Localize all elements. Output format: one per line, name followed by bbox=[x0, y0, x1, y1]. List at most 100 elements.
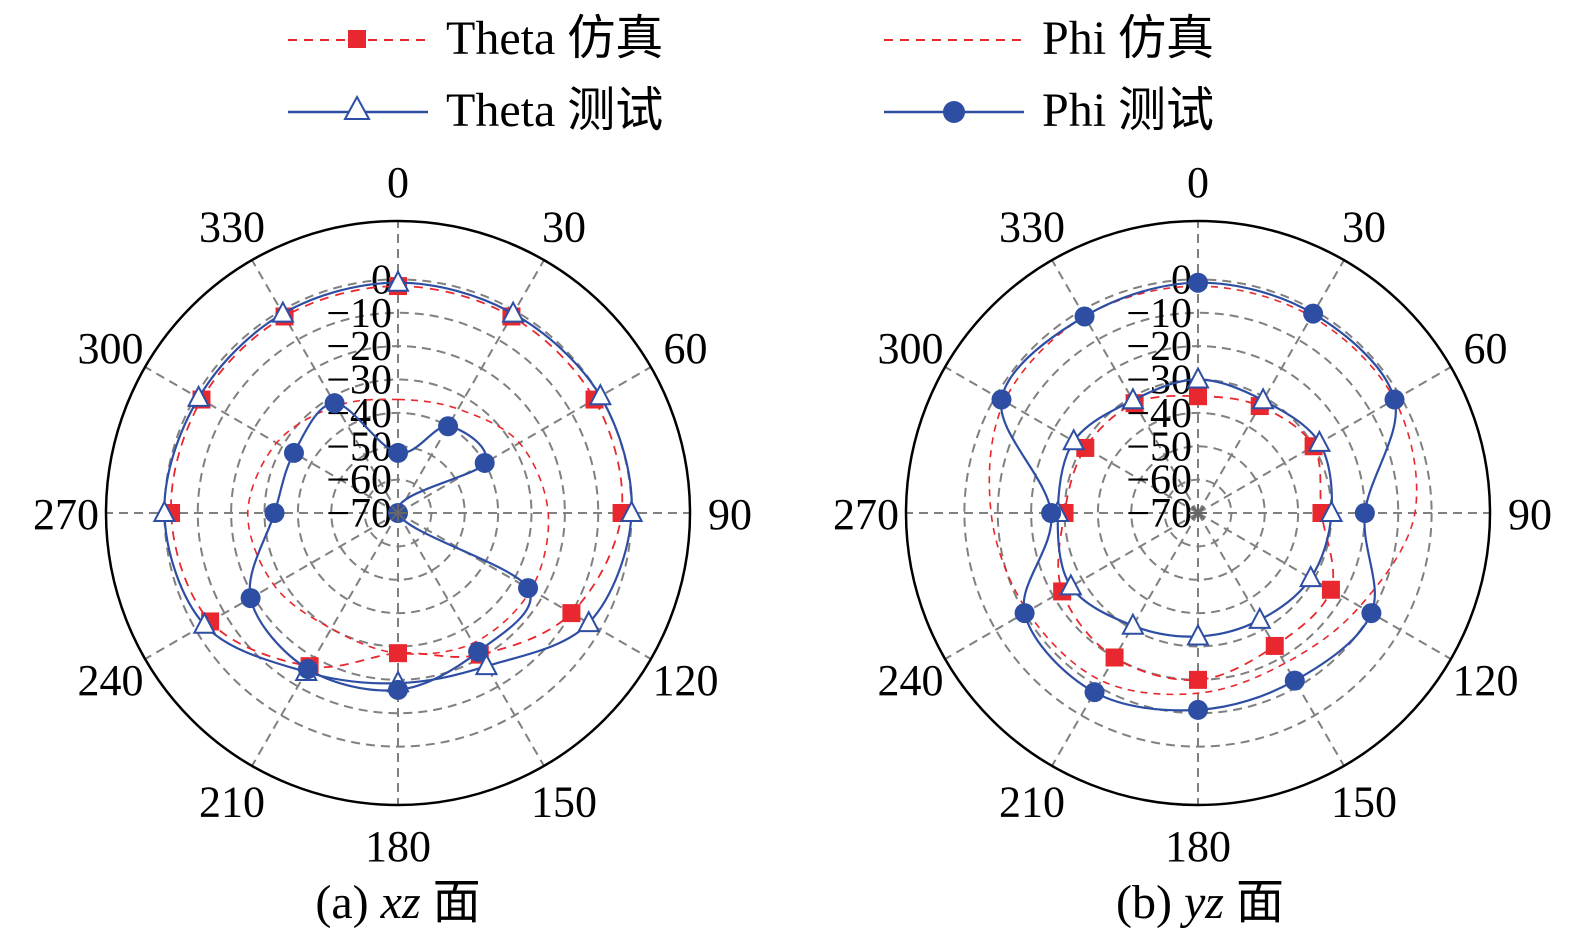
legend-marker-square bbox=[348, 30, 366, 48]
radial-tick-label: −60 bbox=[326, 458, 392, 504]
radial-tick-label: −10 bbox=[326, 291, 392, 337]
data-point-circle bbox=[264, 503, 285, 523]
caption-xz: (a) xz 面 bbox=[315, 876, 480, 929]
data-point-triangle bbox=[271, 300, 295, 323]
data-point-circle bbox=[1074, 306, 1095, 327]
angle-tick-label: 240 bbox=[877, 656, 943, 705]
data-point-triangle bbox=[619, 499, 644, 522]
angle-tick-label: 30 bbox=[542, 202, 586, 251]
data-point-circle bbox=[1284, 670, 1305, 691]
angle-tick-label: 120 bbox=[1453, 656, 1519, 705]
data-point-circle bbox=[388, 679, 408, 700]
data-point-circle bbox=[1188, 699, 1208, 720]
angle-tick-label: 210 bbox=[999, 778, 1065, 827]
data-point-circle bbox=[438, 416, 459, 437]
data-point-circle bbox=[474, 452, 495, 473]
data-point-circle bbox=[1014, 603, 1035, 624]
angle-tick-label: 0 bbox=[1187, 158, 1209, 207]
data-point-square bbox=[1189, 670, 1207, 689]
angle-tick-label: 210 bbox=[199, 778, 265, 827]
outer-circle bbox=[904, 219, 1492, 807]
data-point-circle bbox=[1384, 389, 1405, 410]
legend-entry-phi-meas: Phi 测试 bbox=[884, 84, 1214, 137]
angle-tick-label: 60 bbox=[1464, 324, 1508, 373]
grid-spoke bbox=[1197, 259, 1345, 514]
angle-tick-label: 180 bbox=[1165, 822, 1231, 871]
data-point-triangle bbox=[588, 383, 612, 406]
data-point-circle bbox=[388, 442, 408, 463]
radial-tick-label: 0 bbox=[1171, 257, 1192, 303]
radial-tick-label: −10 bbox=[1126, 291, 1192, 337]
grid-circle bbox=[1096, 411, 1300, 615]
data-point-triangle bbox=[1248, 606, 1272, 629]
grid-circle bbox=[296, 411, 500, 615]
grid-spoke bbox=[397, 259, 545, 514]
data-point-triangle bbox=[1186, 623, 1210, 646]
data-point-circle bbox=[1188, 272, 1208, 293]
data-point-circle bbox=[1354, 503, 1375, 523]
radial-tick-label: −50 bbox=[326, 424, 392, 470]
angle-tick-label: 60 bbox=[664, 324, 708, 373]
grid-spoke bbox=[397, 366, 652, 514]
data-point-square bbox=[1321, 580, 1340, 599]
caption-variable: xz bbox=[380, 876, 421, 929]
legend-label-theta-meas: Theta 测试 bbox=[446, 84, 663, 137]
angle-tick-label: 90 bbox=[1508, 490, 1552, 539]
grid-spoke bbox=[397, 512, 545, 767]
data-point-square bbox=[562, 604, 581, 623]
radial-tick-label: −60 bbox=[1126, 458, 1192, 504]
grid-spoke bbox=[1051, 512, 1199, 767]
data-point-circle bbox=[1361, 603, 1382, 624]
legend-marker-circle bbox=[943, 101, 965, 123]
data-point-triangle bbox=[1062, 428, 1086, 451]
grid-spoke bbox=[1197, 366, 1452, 514]
data-point-square bbox=[1189, 387, 1207, 406]
data-point-triangle bbox=[192, 611, 217, 634]
angle-tick-label: 30 bbox=[1342, 202, 1386, 251]
grid-spoke bbox=[397, 512, 652, 660]
polar-chart-xz: 03060901201501802102402703003300−10−20−3… bbox=[33, 158, 752, 871]
series-Theta-测试 bbox=[1046, 366, 1344, 646]
series-Phi-仿真 bbox=[246, 398, 550, 655]
data-point-circle bbox=[283, 442, 304, 463]
angle-tick-label: 240 bbox=[77, 656, 143, 705]
grid-spoke bbox=[944, 512, 1199, 660]
angle-tick-label: 330 bbox=[199, 202, 265, 251]
data-point-circle bbox=[1041, 503, 1062, 523]
radial-tick-label: −20 bbox=[326, 324, 392, 370]
grid-spoke bbox=[251, 512, 399, 767]
data-point-circle bbox=[518, 578, 539, 599]
caption-prefix: (b) bbox=[1116, 876, 1184, 929]
legend-entry-phi-sim: Phi 仿真 bbox=[884, 12, 1214, 65]
radial-tick-label: −50 bbox=[1126, 424, 1192, 470]
radial-tick-label: −20 bbox=[1126, 324, 1192, 370]
grid-circle bbox=[263, 378, 533, 648]
angle-tick-label: 150 bbox=[531, 778, 597, 827]
legend-label-phi-sim: Phi 仿真 bbox=[1042, 12, 1214, 65]
grid-spoke bbox=[1197, 512, 1345, 767]
data-point-triangle bbox=[1121, 387, 1145, 410]
grid-spoke bbox=[144, 512, 399, 660]
data-point-triangle bbox=[1059, 573, 1083, 596]
angle-tick-label: 270 bbox=[833, 490, 899, 539]
series-line bbox=[246, 398, 550, 655]
caption-suffix: 面 bbox=[421, 876, 481, 929]
data-point-circle bbox=[240, 588, 261, 609]
angle-tick-label: 330 bbox=[999, 202, 1065, 251]
caption-yz: (b) yz 面 bbox=[1116, 876, 1284, 929]
radial-tick-label: −70 bbox=[326, 491, 392, 537]
grid-spoke bbox=[1197, 512, 1452, 660]
data-point-triangle bbox=[186, 384, 211, 407]
data-point-circle bbox=[1303, 303, 1324, 324]
angle-tick-label: 90 bbox=[708, 490, 752, 539]
caption-prefix: (a) bbox=[315, 876, 380, 929]
legend-entry-theta-sim: Theta 仿真 bbox=[288, 12, 663, 65]
data-point-square bbox=[1265, 636, 1284, 655]
radial-tick-label: −70 bbox=[1126, 491, 1192, 537]
outer-circle bbox=[104, 219, 692, 807]
data-point-triangle bbox=[1299, 564, 1323, 588]
data-point-triangle bbox=[1319, 499, 1344, 522]
legend: Theta 仿真 Phi 仿真 Theta 测试 Phi 测试 bbox=[288, 12, 1214, 137]
angle-tick-label: 0 bbox=[387, 158, 409, 207]
